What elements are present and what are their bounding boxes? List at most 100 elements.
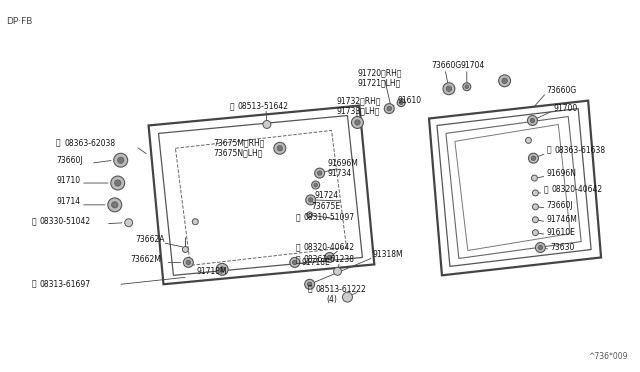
Text: 08513-61222: 08513-61222 [316, 285, 366, 294]
Text: 91610E: 91610E [547, 228, 575, 237]
Circle shape [306, 195, 316, 205]
Text: 08363-62038: 08363-62038 [64, 139, 115, 148]
Circle shape [532, 190, 538, 196]
Circle shape [118, 157, 124, 163]
Text: 08330-51042: 08330-51042 [39, 217, 90, 226]
Text: (4): (4) [326, 295, 337, 304]
Text: 08313-61697: 08313-61697 [39, 280, 90, 289]
Circle shape [108, 198, 122, 212]
Circle shape [532, 217, 538, 223]
Circle shape [538, 245, 543, 250]
Text: Ⓢ: Ⓢ [56, 139, 61, 148]
Text: 91746M: 91746M [547, 215, 577, 224]
Circle shape [525, 137, 531, 143]
Text: Ⓢ: Ⓢ [308, 285, 312, 294]
Text: 91710: 91710 [56, 176, 80, 185]
Circle shape [502, 78, 508, 83]
Circle shape [184, 257, 193, 267]
Text: 73660G: 73660G [547, 86, 577, 95]
Circle shape [220, 267, 225, 272]
Text: 08320-40642: 08320-40642 [304, 243, 355, 252]
Circle shape [274, 142, 286, 154]
Text: 91724: 91724 [315, 192, 339, 201]
Text: 91714: 91714 [56, 198, 80, 206]
Text: Ⓢ: Ⓢ [296, 213, 300, 222]
Text: ^736*009: ^736*009 [588, 352, 628, 361]
Text: 73660G: 73660G [431, 61, 461, 70]
Text: 91704: 91704 [461, 61, 485, 70]
Text: 91700: 91700 [554, 104, 577, 113]
Text: Ⓢ: Ⓢ [547, 146, 551, 155]
Circle shape [216, 263, 228, 275]
Circle shape [333, 267, 342, 275]
Circle shape [399, 101, 403, 105]
Text: 08310-51097: 08310-51097 [304, 213, 355, 222]
Circle shape [186, 260, 191, 264]
Text: 08363-61638: 08363-61638 [554, 146, 605, 155]
Text: Ⓢ: Ⓢ [296, 243, 300, 252]
Text: 08320-40642: 08320-40642 [551, 186, 602, 195]
Text: 91318M: 91318M [372, 250, 403, 259]
Text: 91720〈RH〉: 91720〈RH〉 [357, 68, 402, 77]
Circle shape [193, 219, 198, 225]
Circle shape [446, 86, 452, 92]
Circle shape [307, 212, 313, 218]
Text: 91718E: 91718E [301, 258, 330, 267]
Circle shape [387, 106, 392, 111]
Text: Ⓢ: Ⓢ [31, 217, 36, 226]
Text: DP·FB: DP·FB [6, 17, 33, 26]
Circle shape [111, 202, 118, 208]
Circle shape [125, 219, 132, 227]
Circle shape [315, 168, 324, 178]
Text: 91733〈LH〉: 91733〈LH〉 [337, 106, 380, 115]
Circle shape [182, 247, 188, 253]
Circle shape [317, 171, 322, 175]
Text: 08363-61238: 08363-61238 [304, 255, 355, 264]
Circle shape [314, 183, 317, 187]
Circle shape [463, 83, 471, 91]
Text: 91610: 91610 [397, 96, 421, 105]
Text: 73675N〈LH〉: 73675N〈LH〉 [213, 149, 262, 158]
Text: Ⓢ: Ⓢ [31, 280, 36, 289]
Text: 73630: 73630 [550, 243, 575, 252]
Circle shape [536, 243, 545, 253]
Text: 73662A: 73662A [136, 235, 165, 244]
Text: 08513-51642: 08513-51642 [237, 102, 288, 111]
Circle shape [308, 198, 313, 202]
Circle shape [397, 99, 405, 107]
Circle shape [307, 282, 312, 286]
Text: 91721〈LH〉: 91721〈LH〉 [357, 78, 401, 87]
Circle shape [277, 145, 282, 151]
Circle shape [342, 292, 353, 302]
Text: 91696M: 91696M [328, 159, 358, 168]
Circle shape [292, 260, 297, 264]
Text: 73660J: 73660J [56, 156, 83, 165]
Text: 73675E: 73675E [312, 202, 340, 211]
Circle shape [324, 253, 335, 262]
Circle shape [529, 153, 538, 163]
Circle shape [305, 279, 315, 289]
Text: Ⓢ: Ⓢ [296, 255, 300, 264]
Circle shape [327, 255, 332, 260]
Text: 73660J: 73660J [547, 201, 573, 210]
Circle shape [263, 121, 271, 128]
Circle shape [532, 204, 538, 210]
Text: Ⓢ: Ⓢ [543, 186, 548, 195]
Circle shape [532, 230, 538, 235]
Circle shape [114, 153, 128, 167]
Circle shape [115, 180, 121, 186]
Circle shape [527, 116, 538, 125]
Circle shape [111, 176, 125, 190]
Circle shape [465, 85, 468, 89]
Circle shape [355, 120, 360, 125]
Circle shape [312, 181, 319, 189]
Text: 91734: 91734 [328, 169, 352, 177]
Circle shape [499, 75, 511, 87]
Text: 73675M〈RH〉: 73675M〈RH〉 [213, 139, 264, 148]
Text: 91718M: 91718M [196, 267, 227, 276]
Text: 91732〈RH〉: 91732〈RH〉 [337, 96, 381, 105]
Circle shape [531, 156, 536, 160]
Text: 73662M: 73662M [131, 255, 161, 264]
Circle shape [290, 257, 300, 267]
Text: Ⓢ: Ⓢ [229, 102, 234, 111]
